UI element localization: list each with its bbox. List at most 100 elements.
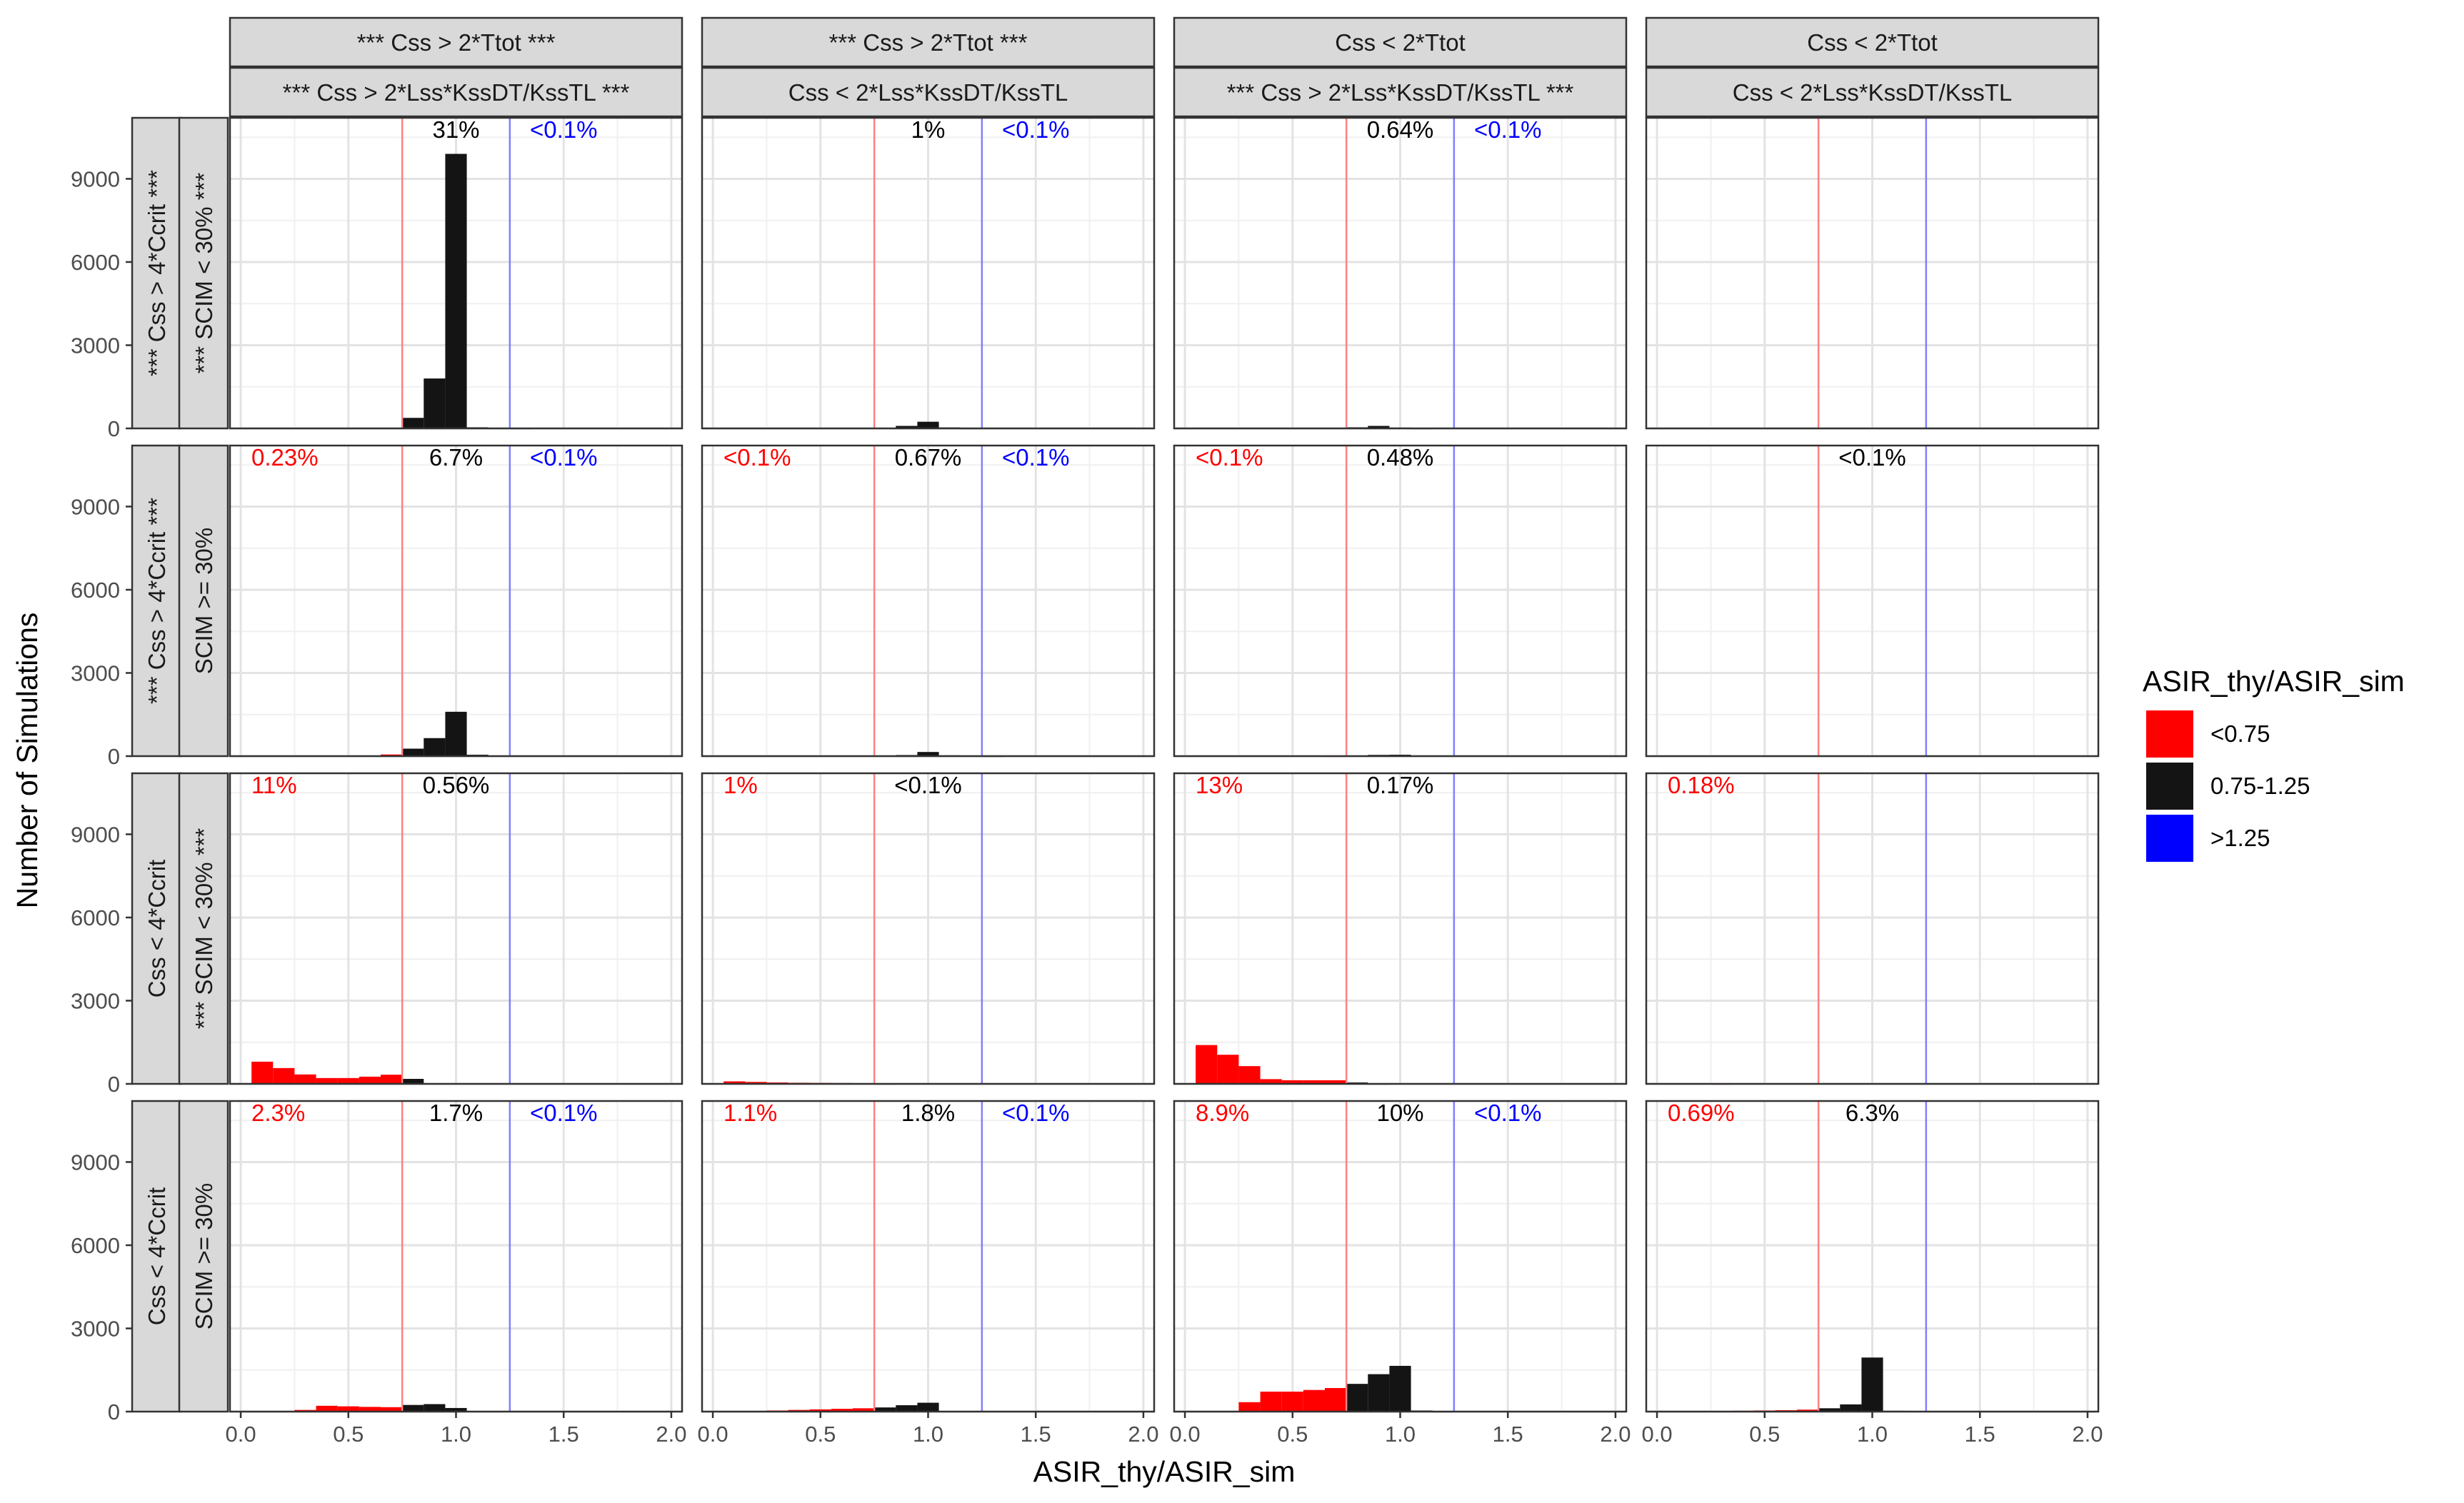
annotation-red-pct: 1% <box>723 772 758 798</box>
x-tick-label: 0.5 <box>805 1422 836 1447</box>
panel-border <box>229 116 683 430</box>
x-tick-label: 0.5 <box>1749 1422 1780 1447</box>
row-strip-inner <box>178 116 229 430</box>
panel-border <box>701 116 1156 430</box>
x-tick-label: 2.0 <box>1600 1422 1631 1447</box>
histogram-bar <box>316 1077 338 1084</box>
annotation-black-pct: 1% <box>911 116 946 143</box>
annotation-blue-pct: <0.1% <box>1474 1100 1542 1126</box>
histogram-bar <box>1260 1392 1282 1412</box>
row-strip-inner <box>178 444 229 758</box>
annotation-black-pct: 31% <box>432 116 479 143</box>
legend-key-swatch <box>2146 815 2193 862</box>
histogram-bar <box>1325 1080 1347 1084</box>
histogram-bar <box>1861 1357 1883 1412</box>
annotation-black-pct: 1.8% <box>901 1100 955 1126</box>
histogram-bar <box>1818 1408 1841 1412</box>
annotation-black-pct: <0.1% <box>1838 444 1906 471</box>
y-tick-label: 0 <box>108 744 120 769</box>
annotation-red-pct: 0.23% <box>251 444 319 471</box>
histogram-bar <box>896 426 918 428</box>
histogram-bar <box>273 1067 295 1084</box>
col-strip-bottom <box>229 66 683 118</box>
panel-border <box>1645 444 2100 758</box>
x-axis-title: ASIR_thy/ASIR_sim <box>1033 1455 1296 1488</box>
histogram-bar <box>381 1407 403 1412</box>
col-strip-bottom <box>1645 66 2100 118</box>
annotation-blue-pct: <0.1% <box>1002 444 1070 471</box>
legend-key-swatch <box>2146 710 2193 758</box>
histogram-bar <box>853 1408 875 1412</box>
col-strip-top <box>701 16 1156 68</box>
y-tick-label: 9000 <box>71 166 120 191</box>
annotation-red-pct: 0.69% <box>1668 1100 1735 1126</box>
histogram-bar <box>831 1409 853 1412</box>
histogram-bar <box>337 1077 359 1084</box>
col-strip-top <box>1645 16 2100 68</box>
annotation-black-pct: 10% <box>1376 1100 1423 1126</box>
y-tick-label: 6000 <box>71 250 120 275</box>
panel-border <box>1173 444 1628 758</box>
row-strip-outer <box>131 772 182 1085</box>
row-strip-inner <box>178 1100 229 1413</box>
row-strip-outer-label: Css < 4*Ccrit <box>144 860 170 997</box>
y-tick-label: 9000 <box>71 1150 120 1175</box>
annotation-blue-pct: <0.1% <box>1474 116 1542 143</box>
col-strip-top-label: Css < 2*Ttot <box>1807 29 1937 56</box>
histogram-bar <box>424 738 446 756</box>
x-tick-label: 1.0 <box>441 1422 471 1447</box>
histogram-bar <box>359 1407 381 1412</box>
annotation-blue-pct: <0.1% <box>530 1100 598 1126</box>
annotation-red-pct: 8.9% <box>1196 1100 1249 1126</box>
x-tick-label: 1.0 <box>1385 1422 1416 1447</box>
histogram-bar <box>1217 1055 1239 1084</box>
annotation-red-pct: 13% <box>1196 772 1243 798</box>
histogram-bar <box>1840 1404 1862 1412</box>
annotation-black-pct: 0.56% <box>423 772 490 798</box>
histogram-bar <box>1281 1392 1303 1412</box>
histogram-bar <box>402 748 424 756</box>
annotation-black-pct: 0.17% <box>1367 772 1434 798</box>
annotation-blue-pct: <0.1% <box>530 444 598 471</box>
col-strip-bottom-label: Css < 2*Lss*KssDT/KssTL <box>788 79 1068 106</box>
x-tick-label: 1.5 <box>549 1422 579 1447</box>
y-tick-label: 6000 <box>71 578 120 603</box>
annotation-black-pct: 0.64% <box>1367 116 1434 143</box>
y-tick-label: 3000 <box>71 988 120 1013</box>
histogram-bar <box>917 421 939 428</box>
histogram-bar <box>1281 1080 1303 1084</box>
histogram-bar <box>294 1074 316 1084</box>
y-tick-label: 0 <box>108 1399 120 1424</box>
row-strip-inner-label: *** SCIM < 30% *** <box>191 173 217 374</box>
histogram-bar <box>381 1075 403 1084</box>
col-strip-bottom-label: Css < 2*Lss*KssDT/KssTL <box>1733 79 2013 106</box>
histogram-bar <box>917 752 939 756</box>
annotation-black-pct: <0.1% <box>894 772 962 798</box>
histogram-bar <box>1238 1066 1261 1084</box>
annotation-blue-pct: <0.1% <box>1002 116 1070 143</box>
y-tick-label: 6000 <box>71 905 120 930</box>
row-strip-inner-label: SCIM >= 30% <box>191 1183 217 1329</box>
y-tick-label: 0 <box>108 1072 120 1097</box>
x-tick-label: 0.0 <box>698 1422 728 1447</box>
panel-border <box>701 444 1156 758</box>
histogram-bar <box>1303 1080 1325 1084</box>
histogram-bar <box>337 1406 359 1412</box>
x-tick-label: 1.5 <box>1021 1422 1051 1447</box>
x-tick-label: 1.0 <box>1857 1422 1888 1447</box>
row-strip-outer-label: Css < 4*Ccrit <box>144 1187 170 1325</box>
row-strip-outer-label: *** Css > 4*Ccrit *** <box>144 498 170 704</box>
x-tick-label: 1.0 <box>913 1422 943 1447</box>
annotation-blue-pct: <0.1% <box>530 116 598 143</box>
col-strip-top-label: *** Css > 2*Ttot *** <box>357 29 556 56</box>
histogram-bar <box>1260 1079 1282 1084</box>
histogram-bar <box>424 378 446 428</box>
histogram-bar <box>1368 1374 1390 1412</box>
histogram-bar <box>251 1061 274 1084</box>
y-tick-label: 9000 <box>71 494 120 519</box>
panel-border <box>701 772 1156 1085</box>
histogram-bar <box>1238 1402 1261 1412</box>
col-strip-top <box>1173 16 1628 68</box>
